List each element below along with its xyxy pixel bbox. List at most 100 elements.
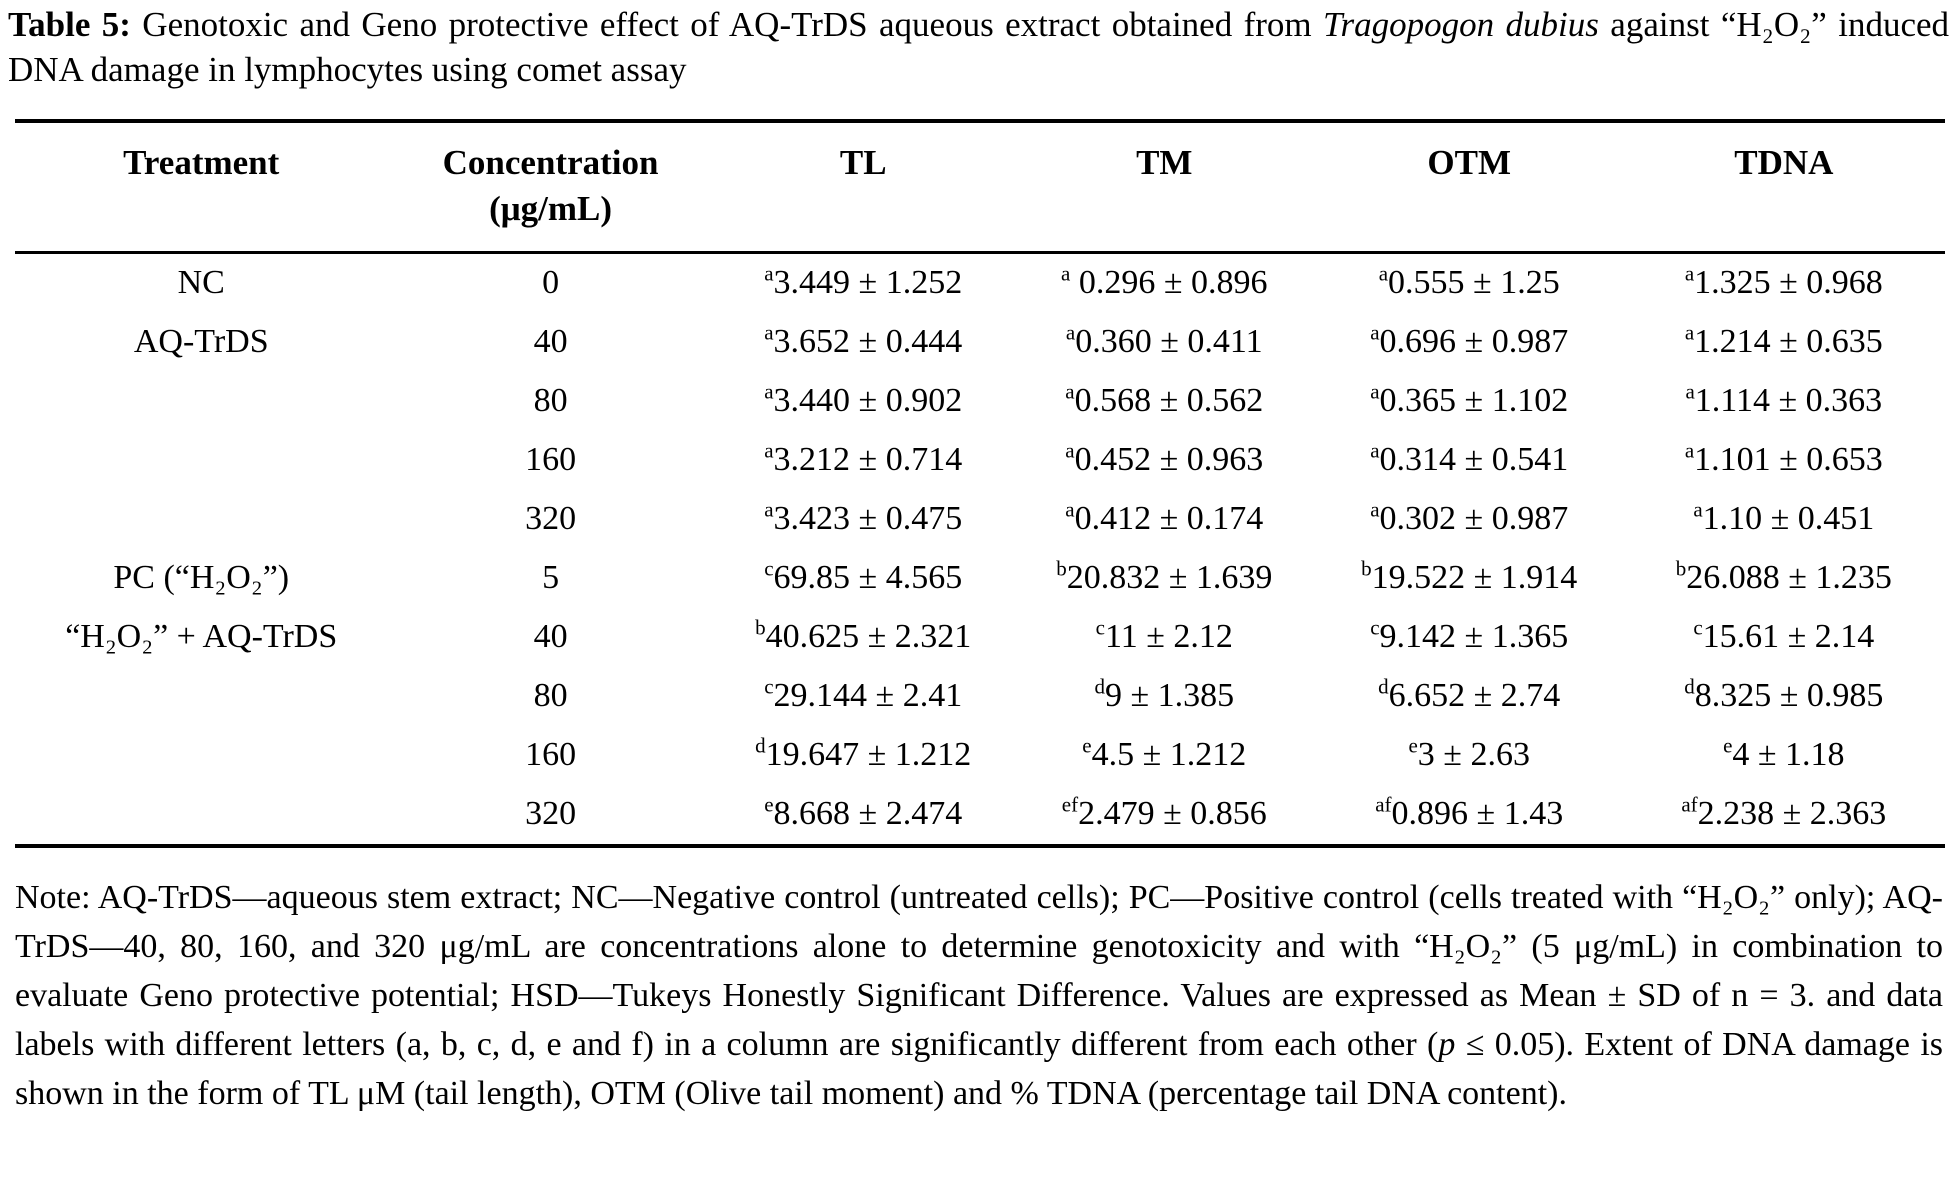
significance-superscript: a <box>1684 261 1695 286</box>
cell-otm: c9.142 ± 1.365 <box>1316 608 1623 667</box>
table-caption: Table 5: Genotoxic and Geno protective e… <box>8 2 1949 92</box>
cell-tl: b40.625 ± 2.321 <box>714 608 1013 667</box>
caption-species-name: Tragopogon dubius <box>1323 5 1599 44</box>
cell-otm: a0.696 ± 0.987 <box>1316 313 1623 372</box>
cell-tl: a3.652 ± 0.444 <box>714 313 1013 372</box>
cell-treatment <box>15 372 387 431</box>
table-body: NC 0 a3.449 ± 1.252 a 0.296 ± 0.896 a0.5… <box>15 252 1945 846</box>
cell-treatment <box>15 785 387 846</box>
significance-superscript: a <box>1370 497 1380 522</box>
cell-otm: b19.522 ± 1.914 <box>1316 549 1623 608</box>
col-header-otm-label: OTM <box>1427 143 1512 182</box>
significance-superscript: a <box>1065 438 1075 463</box>
cell-value: 1.214 ± 0.635 <box>1694 323 1883 360</box>
col-header-concentration-unit: (μg/mL) <box>489 189 612 228</box>
significance-superscript: a <box>1061 261 1071 286</box>
significance-superscript: a <box>1370 438 1380 463</box>
cell-treatment: PC (“H₂O₂”) <box>113 559 290 596</box>
col-header-concentration-label: Concentration <box>442 143 659 182</box>
cell-tm: d9 ± 1.385 <box>1013 667 1316 726</box>
cell-value: 4.5 ± 1.212 <box>1091 736 1247 773</box>
cell-treatment: AQ-TrDS <box>133 323 269 360</box>
cell-treatment: NC <box>177 264 225 301</box>
cell-tm: ef2.479 ± 0.856 <box>1013 785 1316 846</box>
cell-tm: c11 ± 2.12 <box>1013 608 1316 667</box>
footnote-p-symbol: p <box>1438 1025 1456 1063</box>
table-header: Treatment Concentration (μg/mL) TL TM OT… <box>15 121 1945 254</box>
cell-tl: a3.440 ± 0.902 <box>714 372 1013 431</box>
cell-tl: d19.647 ± 1.212 <box>714 726 1013 785</box>
cell-value: 40.625 ± 2.321 <box>765 618 972 655</box>
table-row: 80 a3.440 ± 0.902 a0.568 ± 0.562 a0.365 … <box>15 372 1945 431</box>
cell-concentration: 5 <box>542 559 560 596</box>
significance-superscript: e <box>1723 733 1733 758</box>
col-header-concentration: Concentration (μg/mL) <box>387 121 714 254</box>
cell-treatment: “H₂O₂” + AQ-TrDS <box>65 618 338 655</box>
cell-concentration: 80 <box>533 382 568 419</box>
cell-tm: a 0.296 ± 0.896 <box>1013 252 1316 313</box>
significance-superscript: a <box>1684 438 1695 463</box>
cell-value: 0.302 ± 0.987 <box>1379 500 1569 537</box>
cell-value: 0.452 ± 0.963 <box>1074 441 1264 478</box>
table-row: 80 c29.144 ± 2.41 d9 ± 1.385 d6.652 ± 2.… <box>15 667 1945 726</box>
significance-superscript: d <box>755 733 766 758</box>
cell-value: 4 ± 1.18 <box>1732 736 1845 773</box>
cell-value: 0.896 ± 1.43 <box>1391 795 1564 832</box>
significance-superscript: ef <box>1061 792 1079 817</box>
caption-text-2: against “H₂O₂” induced DNA damage in lym… <box>8 5 1950 89</box>
cell-otm: d6.652 ± 2.74 <box>1316 667 1623 726</box>
cell-value: 6.652 ± 2.74 <box>1388 677 1561 714</box>
cell-value: 0.365 ± 1.102 <box>1379 382 1569 419</box>
cell-value: 26.088 ± 1.235 <box>1686 559 1892 596</box>
significance-superscript: c <box>1693 615 1703 640</box>
caption-text-1: Genotoxic and Geno protective effect of … <box>142 5 1312 44</box>
cell-concentration: 40 <box>533 323 568 360</box>
significance-superscript: b <box>1361 556 1372 581</box>
cell-tdna: a1.325 ± 0.968 <box>1623 252 1945 313</box>
significance-superscript: a <box>1065 379 1075 404</box>
cell-concentration: 160 <box>525 736 577 773</box>
header-row: Treatment Concentration (μg/mL) TL TM OT… <box>15 121 1945 254</box>
table-row: 160 d19.647 ± 1.212 e4.5 ± 1.212 e3 ± 2.… <box>15 726 1945 785</box>
significance-superscript: a <box>1378 261 1389 286</box>
cell-value: 19.522 ± 1.914 <box>1371 559 1578 596</box>
cell-value: 3 ± 2.63 <box>1417 736 1530 773</box>
cell-value: 3.423 ± 0.475 <box>773 500 963 537</box>
cell-value: 9.142 ± 1.365 <box>1379 618 1569 655</box>
cell-tdna: a1.214 ± 0.635 <box>1623 313 1945 372</box>
significance-superscript: b <box>1675 556 1687 581</box>
significance-superscript: a <box>1065 497 1075 522</box>
table-row: NC 0 a3.449 ± 1.252 a 0.296 ± 0.896 a0.5… <box>15 252 1945 313</box>
cell-value: 8.325 ± 0.985 <box>1694 677 1884 714</box>
cell-value: 8.668 ± 2.474 <box>773 795 963 832</box>
cell-treatment <box>15 431 387 490</box>
cell-tm: a0.568 ± 0.562 <box>1013 372 1316 431</box>
cell-concentration: 320 <box>525 795 577 832</box>
cell-tdna: a1.114 ± 0.363 <box>1623 372 1945 431</box>
cell-value: 0.360 ± 0.411 <box>1075 323 1263 360</box>
significance-superscript: d <box>1378 674 1389 699</box>
significance-superscript: a <box>1370 379 1380 404</box>
cell-tm: a0.452 ± 0.963 <box>1013 431 1316 490</box>
footnote-text-2: ≤ 0.05). Extent of DNA damage is shown i… <box>15 1025 1943 1112</box>
cell-value: 9 ± 1.385 <box>1104 677 1235 714</box>
significance-superscript: c <box>764 556 774 581</box>
cell-tm: b20.832 ± 1.639 <box>1013 549 1316 608</box>
cell-value: 3.652 ± 0.444 <box>773 323 963 360</box>
significance-superscript: e <box>764 792 774 817</box>
cell-tm: a0.412 ± 0.174 <box>1013 490 1316 549</box>
significance-superscript: b <box>1056 556 1067 581</box>
cell-value: 1.325 ± 0.968 <box>1694 264 1883 301</box>
cell-otm: e3 ± 2.63 <box>1316 726 1623 785</box>
cell-tl: a3.449 ± 1.252 <box>714 252 1013 313</box>
table-row: 160 a3.212 ± 0.714 a0.452 ± 0.963 a0.314… <box>15 431 1945 490</box>
table-row: PC (“H₂O₂”) 5 c69.85 ± 4.565 b20.832 ± 1… <box>15 549 1945 608</box>
cell-concentration: 320 <box>525 500 577 537</box>
significance-superscript: e <box>1408 733 1418 758</box>
cell-value: 19.647 ± 1.212 <box>765 736 972 773</box>
cell-value: 20.832 ± 1.639 <box>1066 559 1273 596</box>
cell-value: 0.296 ± 0.896 <box>1070 264 1268 301</box>
significance-superscript: a <box>1693 497 1703 522</box>
footnote-text-1: Note: AQ-TrDS—aqueous stem extract; NC—N… <box>15 878 1943 1063</box>
